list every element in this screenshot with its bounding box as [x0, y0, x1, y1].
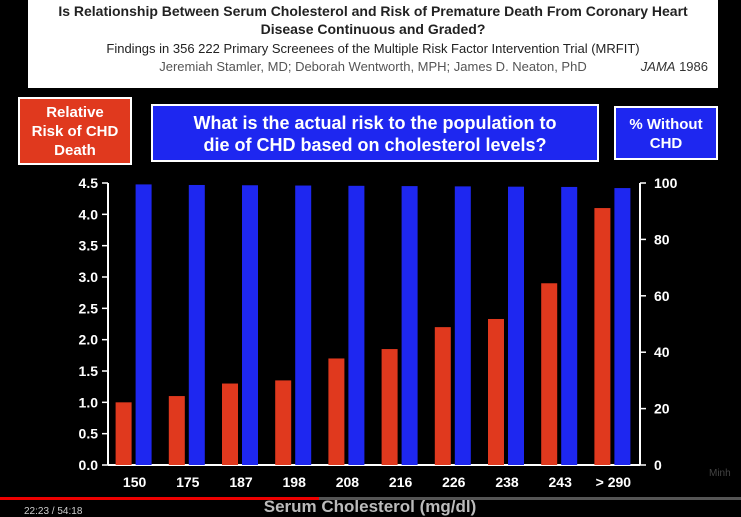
left-tick-label: 4.0: [79, 206, 99, 222]
right-tick-label: 40: [654, 344, 670, 360]
x-tick-label: 238: [495, 474, 519, 490]
legend-relative-risk: Relative Risk of CHD Death: [18, 97, 132, 165]
right-tick-label: 60: [654, 288, 670, 304]
bar-relative-risk: [275, 380, 292, 465]
x-tick-label: 175: [176, 474, 200, 490]
video-time: 22:23 / 54:18: [24, 506, 83, 517]
bar-percent-without-chd: [348, 185, 365, 465]
bar-relative-risk: [328, 358, 345, 465]
bar-percent-without-chd: [242, 185, 258, 466]
x-tick-label: > 290: [596, 474, 632, 490]
left-tick-label: 0.0: [79, 457, 99, 473]
bar-relative-risk: [488, 318, 504, 465]
x-tick-label: 216: [389, 474, 413, 490]
bar-relative-risk: [381, 349, 398, 465]
left-tick-label: 3.5: [79, 238, 99, 254]
x-tick-label: 187: [229, 474, 253, 490]
progress-played: [0, 497, 319, 500]
right-tick-label: 0: [654, 457, 662, 473]
x-tick-label: 208: [336, 474, 360, 490]
left-tick-label: 4.5: [79, 175, 99, 191]
watermark: Minh: [709, 468, 731, 479]
video-progress-bar[interactable]: [0, 497, 741, 500]
bar-percent-without-chd: [188, 184, 205, 465]
x-tick-label: 243: [549, 474, 573, 490]
bar-percent-without-chd: [135, 184, 152, 465]
question-box: What is the actual risk to the populatio…: [151, 104, 599, 162]
left-tick-label: 2.5: [79, 300, 99, 316]
left-tick-label: 2.0: [79, 332, 99, 348]
bar-percent-without-chd: [401, 186, 418, 466]
journal-citation: JAMA 1986: [640, 59, 708, 74]
x-tick-label: 198: [283, 474, 307, 490]
left-tick-label: 1.5: [79, 363, 99, 379]
left-tick-label: 1.0: [79, 394, 99, 410]
bar-relative-risk: [115, 402, 132, 465]
slide-header: Is Relationship Between Serum Cholestero…: [28, 0, 718, 88]
bar-relative-risk: [541, 283, 558, 465]
left-tick-label: 0.5: [79, 426, 99, 442]
bar-percent-without-chd: [508, 186, 524, 465]
bar-relative-risk: [594, 208, 611, 466]
bar-percent-without-chd: [561, 186, 578, 465]
legend-percent-without-chd: % Without CHD: [614, 106, 718, 160]
bar-percent-without-chd: [614, 188, 631, 466]
x-axis-title: Serum Cholesterol (mg/dl): [263, 497, 477, 516]
left-tick-label: 3.0: [79, 269, 99, 285]
bar-percent-without-chd: [454, 186, 471, 465]
slide-subtitle: Findings in 356 222 Primary Screenees of…: [106, 41, 640, 56]
bar-percent-without-chd: [295, 185, 312, 465]
slide-authors: Jeremiah Stamler, MD; Deborah Wentworth,…: [159, 59, 708, 74]
right-tick-label: 20: [654, 401, 670, 417]
right-tick-label: 100: [654, 175, 678, 191]
right-tick-label: 80: [654, 231, 670, 247]
x-tick-label: 226: [442, 474, 466, 490]
bar-relative-risk: [168, 396, 185, 465]
bar-relative-risk: [434, 327, 451, 465]
bar-relative-risk: [222, 383, 238, 465]
x-tick-label: 150: [123, 474, 147, 490]
slide-title: Is Relationship Between Serum Cholestero…: [58, 3, 688, 37]
